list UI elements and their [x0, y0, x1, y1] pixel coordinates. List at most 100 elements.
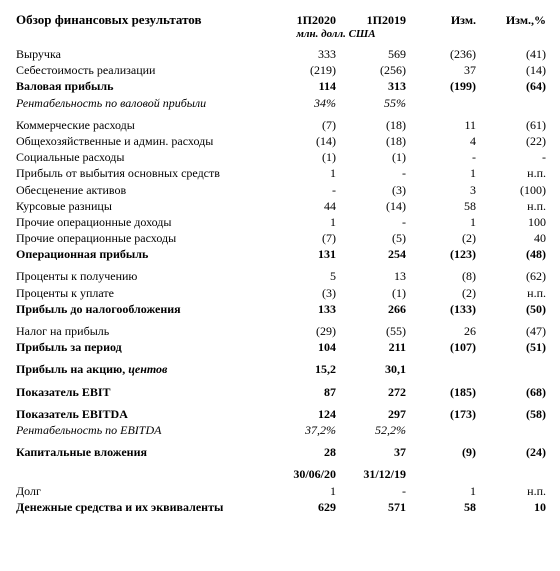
cell-value — [406, 466, 476, 482]
cell-value: 333 — [266, 46, 336, 62]
cell-value: 55% — [336, 95, 406, 111]
cell-value: (173) — [406, 406, 476, 422]
table-row: Прочие операционные доходы1-1100 — [16, 214, 546, 230]
cell-value: (199) — [406, 78, 476, 94]
cell-value: н.п. — [476, 483, 546, 499]
cell-value — [406, 361, 476, 377]
cell-value — [476, 361, 546, 377]
table-title: Обзор финансовых результатов — [16, 12, 266, 28]
cell-value: 34% — [266, 95, 336, 111]
cell-value: (22) — [476, 133, 546, 149]
cell-value: (14) — [266, 133, 336, 149]
cell-value: (3) — [336, 182, 406, 198]
cell-value: н.п. — [476, 198, 546, 214]
table-row: Показатель EBIT87272(185)(68) — [16, 384, 546, 400]
table-row: Налог на прибыль(29)(55)26(47) — [16, 323, 546, 339]
table-row: Показатель EBITDA124297(173)(58) — [16, 406, 546, 422]
cell-value: 87 — [266, 384, 336, 400]
cell-value: 10 — [476, 499, 546, 515]
cell-value: 297 — [336, 406, 406, 422]
table-row: Проценты к уплате(3)(1)(2)н.п. — [16, 285, 546, 301]
cell-value: 569 — [336, 46, 406, 62]
cell-value: 40 — [476, 230, 546, 246]
cell-value: (123) — [406, 246, 476, 262]
cell-value: 133 — [266, 301, 336, 317]
cell-value: (41) — [476, 46, 546, 62]
row-label: Показатель EBITDA — [16, 406, 266, 422]
table-row: Прибыль от выбытия основных средств1-1н.… — [16, 165, 546, 181]
cell-value: (55) — [336, 323, 406, 339]
row-label: Общехозяйственные и админ. расходы — [16, 133, 266, 149]
cell-value: 5 — [266, 268, 336, 284]
cell-value: 26 — [406, 323, 476, 339]
cell-value: 100 — [476, 214, 546, 230]
cell-value: 52,2% — [336, 422, 406, 438]
cell-value — [476, 466, 546, 482]
row-label: Прочие операционные расходы — [16, 230, 266, 246]
cell-value: 629 — [266, 499, 336, 515]
table-row: Долг1-1н.п. — [16, 483, 546, 499]
cell-value: 104 — [266, 339, 336, 355]
row-label: Прибыль от выбытия основных средств — [16, 165, 266, 181]
cell-value: 266 — [336, 301, 406, 317]
table-row: Курсовые разницы44(14)58н.п. — [16, 198, 546, 214]
row-label: Налог на прибыль — [16, 323, 266, 339]
cell-value: 58 — [406, 499, 476, 515]
row-label: Себестоимость реализации — [16, 62, 266, 78]
cell-value — [476, 95, 546, 111]
cell-value: (18) — [336, 117, 406, 133]
row-label: Рентабельность по валовой прибыли — [16, 95, 266, 111]
row-label: Проценты к уплате — [16, 285, 266, 301]
cell-value: (7) — [266, 117, 336, 133]
cell-value: 37 — [336, 444, 406, 460]
table-row: Прибыль за период104211(107)(51) — [16, 339, 546, 355]
cell-value: (18) — [336, 133, 406, 149]
cell-value — [406, 95, 476, 111]
col-header-3: Изм. — [406, 12, 476, 28]
cell-value: (8) — [406, 268, 476, 284]
cell-value: - — [476, 149, 546, 165]
col-header-2: 1П2019 — [336, 12, 406, 28]
cell-value: 30/06/20 — [266, 466, 336, 482]
cell-value: 131 — [266, 246, 336, 262]
col-header-4: Изм.,% — [476, 12, 546, 28]
units-label: млн. долл. США — [266, 28, 406, 40]
row-label: Рентабельность по EBITDA — [16, 422, 266, 438]
row-label: Обесценение активов — [16, 182, 266, 198]
table-row: Валовая прибыль114313(199)(64) — [16, 78, 546, 94]
cell-value: 211 — [336, 339, 406, 355]
row-label: Коммерческие расходы — [16, 117, 266, 133]
cell-value: (62) — [476, 268, 546, 284]
row-label: Капитальные вложения — [16, 444, 266, 460]
cell-value: (51) — [476, 339, 546, 355]
table-row: Операционная прибыль131254(123)(48) — [16, 246, 546, 262]
cell-value: (1) — [336, 149, 406, 165]
cell-value: (133) — [406, 301, 476, 317]
row-label: Прибыль до налогообложения — [16, 301, 266, 317]
cell-value: (68) — [476, 384, 546, 400]
cell-value: 13 — [336, 268, 406, 284]
cell-value: (100) — [476, 182, 546, 198]
cell-value: 571 — [336, 499, 406, 515]
cell-value: 1 — [406, 165, 476, 181]
cell-value — [476, 422, 546, 438]
cell-value: (61) — [476, 117, 546, 133]
cell-value: - — [406, 149, 476, 165]
table-row: Общехозяйственные и админ. расходы(14)(1… — [16, 133, 546, 149]
table-row: Проценты к получению513(8)(62) — [16, 268, 546, 284]
row-label: Операционная прибыль — [16, 246, 266, 262]
row-label: Денежные средства и их эквиваленты — [16, 499, 266, 515]
cell-value: (24) — [476, 444, 546, 460]
row-label: Проценты к получению — [16, 268, 266, 284]
cell-value: 3 — [406, 182, 476, 198]
cell-value: 31/12/19 — [336, 466, 406, 482]
cell-value: 11 — [406, 117, 476, 133]
cell-value: (5) — [336, 230, 406, 246]
cell-value: 114 — [266, 78, 336, 94]
cell-value: 4 — [406, 133, 476, 149]
row-label: Валовая прибыль — [16, 78, 266, 94]
cell-value: 28 — [266, 444, 336, 460]
table-row: 30/06/2031/12/19 — [16, 466, 546, 482]
cell-value: - — [336, 214, 406, 230]
table-row: Прибыль на акцию, центов15,230,1 — [16, 361, 546, 377]
